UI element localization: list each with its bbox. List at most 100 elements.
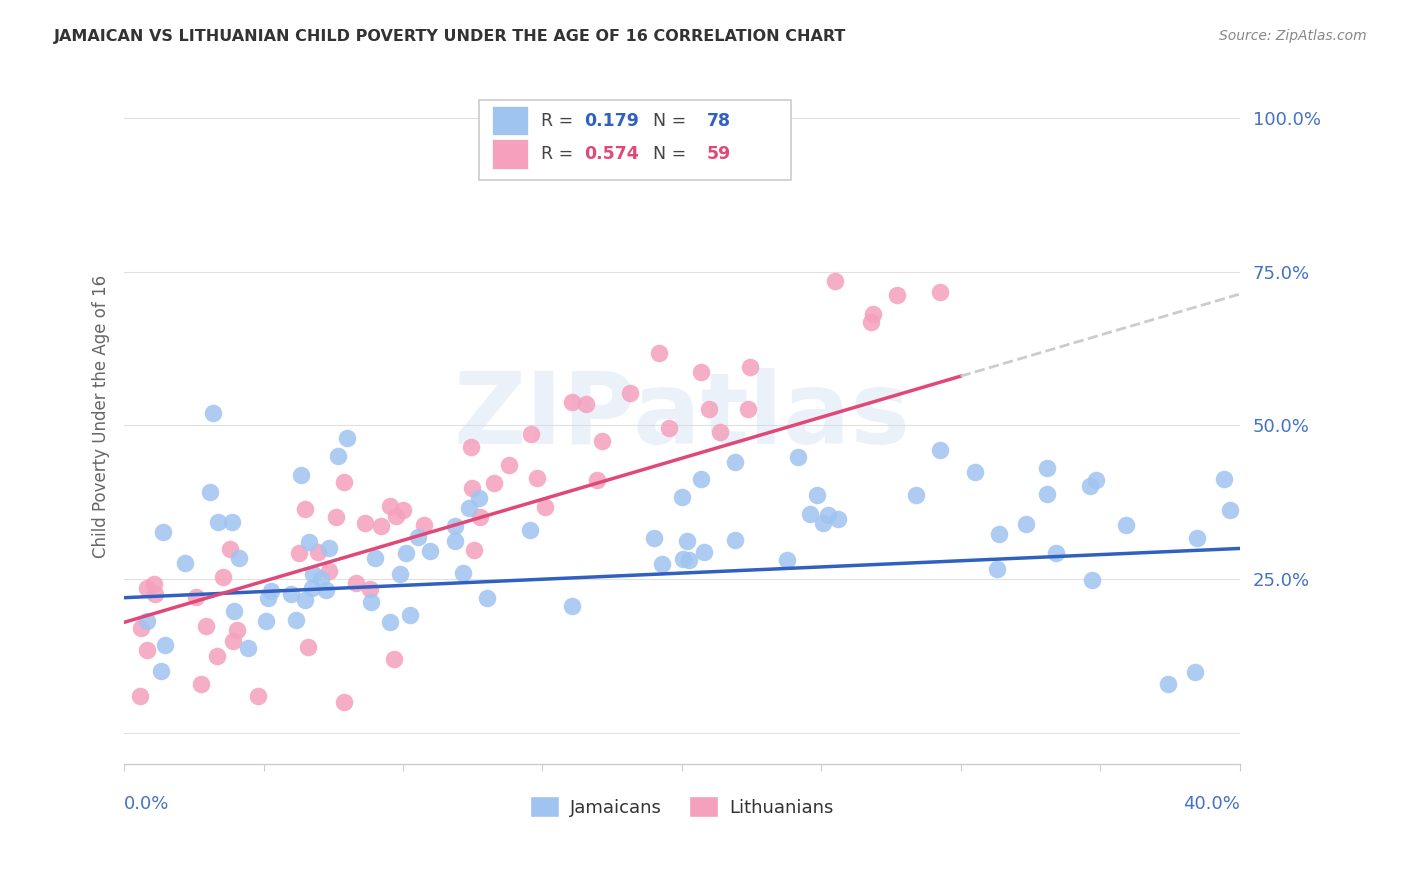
Text: JAMAICAN VS LITHUANIAN CHILD POVERTY UNDER THE AGE OF 16 CORRELATION CHART: JAMAICAN VS LITHUANIAN CHILD POVERTY UND… [53,29,846,44]
Text: 59: 59 [706,145,731,163]
Jamaicans [444,519,467,533]
Jamaicans [965,465,987,479]
Lithuanians [354,516,377,530]
Jamaicans [651,557,673,571]
Lithuanians [222,634,245,648]
Jamaicans [201,406,224,420]
Lithuanians [482,475,505,490]
Jamaicans [228,551,250,566]
Text: 0.574: 0.574 [583,145,638,163]
Text: 40.0%: 40.0% [1182,795,1240,813]
Lithuanians [648,345,671,359]
Lithuanians [929,285,952,299]
Jamaicans [451,566,474,580]
Lithuanians [561,395,583,409]
Lithuanians [460,441,482,455]
Lithuanians [190,677,212,691]
Lithuanians [359,582,381,596]
Jamaicans [298,534,321,549]
Lithuanians [346,575,368,590]
Lithuanians [713,136,735,150]
Text: N =: N = [641,145,692,163]
Lithuanians [247,689,270,703]
FancyBboxPatch shape [479,100,792,180]
Jamaicans [326,449,349,463]
Text: R =: R = [541,112,579,129]
Jamaicans [1184,665,1206,679]
Lithuanians [699,402,721,417]
Lithuanians [470,510,492,524]
Lithuanians [219,541,242,556]
Jamaicans [1015,516,1038,531]
Lithuanians [288,546,311,560]
Lithuanians [145,587,167,601]
Jamaicans [678,553,700,567]
Jamaicans [468,491,491,505]
Jamaicans [905,488,928,502]
Jamaicans [1213,472,1236,486]
Lithuanians [211,570,233,584]
Lithuanians [129,621,152,635]
Lithuanians [135,642,157,657]
Jamaicans [1187,531,1209,545]
FancyBboxPatch shape [492,106,527,136]
Jamaicans [152,524,174,539]
Lithuanians [737,401,759,416]
Jamaicans [1219,503,1241,517]
Jamaicans [135,614,157,628]
Text: ZIPatlas: ZIPatlas [453,368,910,465]
Lithuanians [136,581,159,595]
Jamaicans [986,561,1008,575]
Jamaicans [561,599,583,614]
Lithuanians [333,695,356,709]
Jamaicans [284,614,307,628]
Lithuanians [332,475,354,490]
Lithuanians [378,500,401,514]
Jamaicans [806,488,828,502]
Jamaicans [301,581,323,595]
Jamaicans [221,515,243,529]
Jamaicans [458,500,481,515]
Jamaicans [280,587,302,601]
Jamaicans [198,484,221,499]
Lithuanians [534,500,557,514]
Lithuanians [142,576,165,591]
Jamaicans [290,467,312,482]
Jamaicans [260,584,283,599]
Jamaicans [207,516,229,530]
Jamaicans [399,607,422,622]
Lithuanians [498,458,520,473]
Jamaicans [173,556,195,570]
Jamaicans [257,591,280,606]
Lithuanians [129,689,152,703]
Lithuanians [318,565,340,579]
Lithuanians [370,519,392,533]
Text: Source: ZipAtlas.com: Source: ZipAtlas.com [1219,29,1367,43]
Jamaicans [150,664,173,678]
Jamaicans [477,591,499,605]
Jamaicans [724,533,747,548]
Jamaicans [1081,574,1104,588]
Lithuanians [463,542,485,557]
Lithuanians [862,307,884,321]
Jamaicans [1036,487,1059,501]
Jamaicans [419,544,441,558]
Jamaicans [723,455,745,469]
Jamaicans [671,490,693,504]
Lithuanians [575,396,598,410]
Text: R =: R = [541,145,579,163]
Y-axis label: Child Poverty Under the Age of 16: Child Poverty Under the Age of 16 [93,275,110,558]
Lithuanians [461,481,484,495]
Jamaicans [676,533,699,548]
Lithuanians [392,502,415,516]
Jamaicans [364,551,387,566]
Jamaicans [380,615,402,629]
Jamaicans [693,545,716,559]
Jamaicans [224,604,246,618]
Lithuanians [658,421,681,435]
Jamaicans [827,512,849,526]
Text: 78: 78 [706,112,731,129]
Text: 0.179: 0.179 [583,112,638,129]
Jamaicans [987,526,1010,541]
Jamaicans [444,534,467,549]
